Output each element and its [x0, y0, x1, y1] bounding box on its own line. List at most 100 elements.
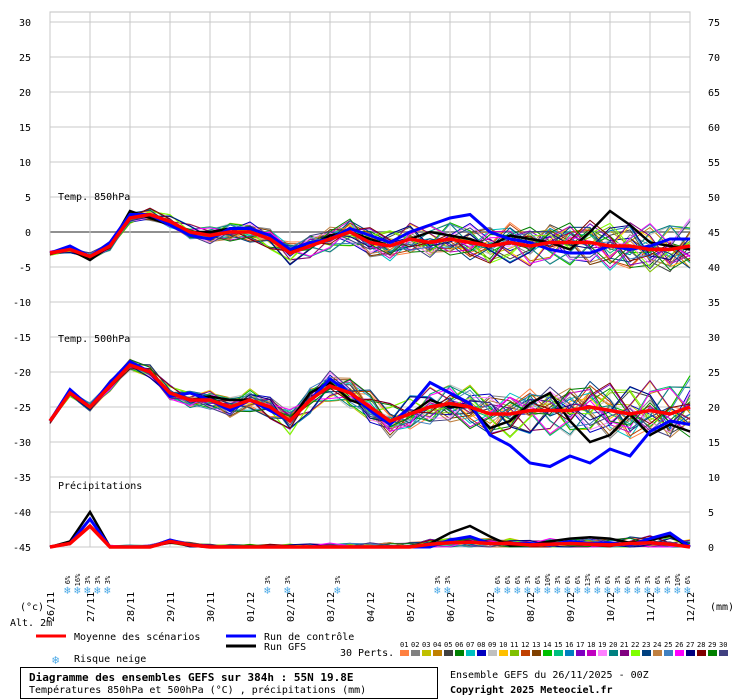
pert-swatch	[499, 650, 508, 656]
pert-line-850	[49, 207, 691, 264]
y-right-tick-label: 55	[708, 158, 720, 169]
snow-risk-percent: 6%	[64, 575, 72, 584]
snow-risk-percent: 3%	[84, 575, 92, 584]
x-tick-label: 28/11	[126, 592, 137, 622]
pert-number: 11	[510, 641, 518, 649]
snowflake-icon: ❄	[604, 584, 611, 597]
alt-label: Alt. 2m	[10, 618, 52, 629]
pert-swatch	[587, 650, 596, 656]
pert-number: 27	[686, 641, 694, 649]
y-left-tick-label: -10	[13, 298, 31, 309]
x-tick-label: 09/12	[566, 592, 577, 622]
y-left-tick-label: 20	[19, 88, 31, 99]
pert-swatch	[598, 650, 607, 656]
snow-risk-percent: 3%	[614, 575, 622, 584]
pert-swatch	[576, 650, 585, 656]
snowflake-icon: ❄	[644, 584, 651, 597]
snowflake-icon: ❄	[74, 584, 81, 597]
pert-number: 02	[411, 641, 419, 649]
pert-number: 14	[543, 641, 551, 649]
pert-swatch	[653, 650, 662, 656]
y-right-tick-label: 10	[708, 473, 720, 484]
pert-number: 12	[521, 641, 529, 649]
pert-swatch	[543, 650, 552, 656]
temp-850-mean-line	[49, 212, 691, 259]
y-left-tick-label: -5	[19, 263, 31, 274]
snowflake-icon: ❄	[434, 584, 441, 597]
y-right-unit-label: (mm)	[710, 602, 734, 613]
snowflake-icon: ❄	[284, 584, 291, 597]
x-tick-label: 07/12	[486, 592, 497, 622]
y-right-tick-label: 65	[708, 88, 720, 99]
pert-number: 18	[587, 641, 595, 649]
snow-risk-percent: 3%	[264, 575, 272, 584]
pert-number: 17	[576, 641, 584, 649]
pert-swatch	[708, 650, 717, 656]
snow-risk-percent: 3%	[644, 575, 652, 584]
snowflake-icon: ❄	[634, 584, 641, 597]
y-left-tick-label: -35	[13, 473, 31, 484]
pert-line-500	[49, 365, 691, 434]
snow-risk-percent: 6%	[514, 575, 522, 584]
snowflake-icon: ❄	[594, 584, 601, 597]
y-right-tick-label: 20	[708, 403, 720, 414]
pert-swatch	[697, 650, 706, 656]
pert-number: 23	[642, 641, 650, 649]
snowflake-icon: ❄	[504, 584, 511, 597]
snowflake-icon: ❄	[664, 584, 671, 597]
y-left-tick-label: -40	[13, 508, 31, 519]
pert-number: 13	[532, 641, 540, 649]
x-tick-label: 11/12	[646, 592, 657, 622]
snow-risk-percent: 3%	[444, 575, 452, 584]
snowflake-icon: ❄	[614, 584, 621, 597]
pert-line-500	[49, 368, 691, 436]
snow-risk-percent: 6%	[574, 575, 582, 584]
y-right-tick-label: 40	[708, 263, 720, 274]
footer-subtitle: Températures 850hPa et 500hPa (°C) , pré…	[29, 685, 367, 696]
pert-number: 24	[653, 641, 661, 649]
x-tick-label: 01/12	[246, 592, 257, 622]
temp-500-mean-line	[48, 362, 691, 424]
y-right-tick-label: 25	[708, 368, 720, 379]
snowflake-icon: ❄	[544, 584, 551, 597]
snow-risk-percent: 10%	[674, 573, 682, 586]
pert-swatch	[620, 650, 629, 656]
snowflake-icon: ❄	[554, 584, 561, 597]
snow-risk-percent: 13%	[584, 573, 592, 586]
y-right-tick-label: 70	[708, 53, 720, 64]
legend-mean-label: Moyenne des scénarios	[74, 631, 200, 643]
pert-swatch	[675, 650, 684, 656]
legend-control-label: Run de contrôle	[264, 631, 354, 643]
pert-number: 09	[488, 641, 496, 649]
x-tick-label: 05/12	[406, 592, 417, 622]
y-left-tick-label: 30	[19, 18, 31, 29]
x-tick-label: 26/11	[46, 592, 57, 622]
snow-risk-percent: 3%	[524, 575, 532, 584]
pert-swatch	[664, 650, 673, 656]
y-left-tick-label: -15	[13, 333, 31, 344]
pert-swatch	[554, 650, 563, 656]
snowflake-icon: ❄	[514, 584, 521, 597]
y-left-tick-label: 0	[25, 228, 31, 239]
pert-number: 16	[565, 641, 573, 649]
snow-risk-percent: 6%	[684, 575, 692, 584]
pert-number: 10	[499, 641, 507, 649]
y-left-unit-label: (°c)	[20, 602, 44, 613]
snow-risk-percent: 6%	[564, 575, 572, 584]
snowflake-icon: ❄	[624, 584, 631, 597]
pert-swatch	[631, 650, 640, 656]
snow-risk-percent: 6%	[534, 575, 542, 584]
footer-title-box: Diagramme des ensembles GEFS sur 384h : …	[20, 667, 438, 699]
pert-number: 01	[400, 641, 408, 649]
snow-risk-percent: 6%	[624, 575, 632, 584]
pert-number: 30	[719, 641, 727, 649]
y-left-tick-label: 15	[19, 123, 31, 134]
snowflake-icon: ❄	[574, 584, 581, 597]
snow-risk-percent: 3%	[434, 575, 442, 584]
main-series	[48, 209, 691, 549]
pert-line-500	[49, 363, 691, 435]
snow-risk-percent: 10%	[544, 573, 552, 586]
footer-title: Diagramme des ensembles GEFS sur 384h : …	[29, 671, 354, 684]
y-right-tick-label: 60	[708, 123, 720, 134]
snowflake-icon: ❄	[334, 584, 341, 597]
